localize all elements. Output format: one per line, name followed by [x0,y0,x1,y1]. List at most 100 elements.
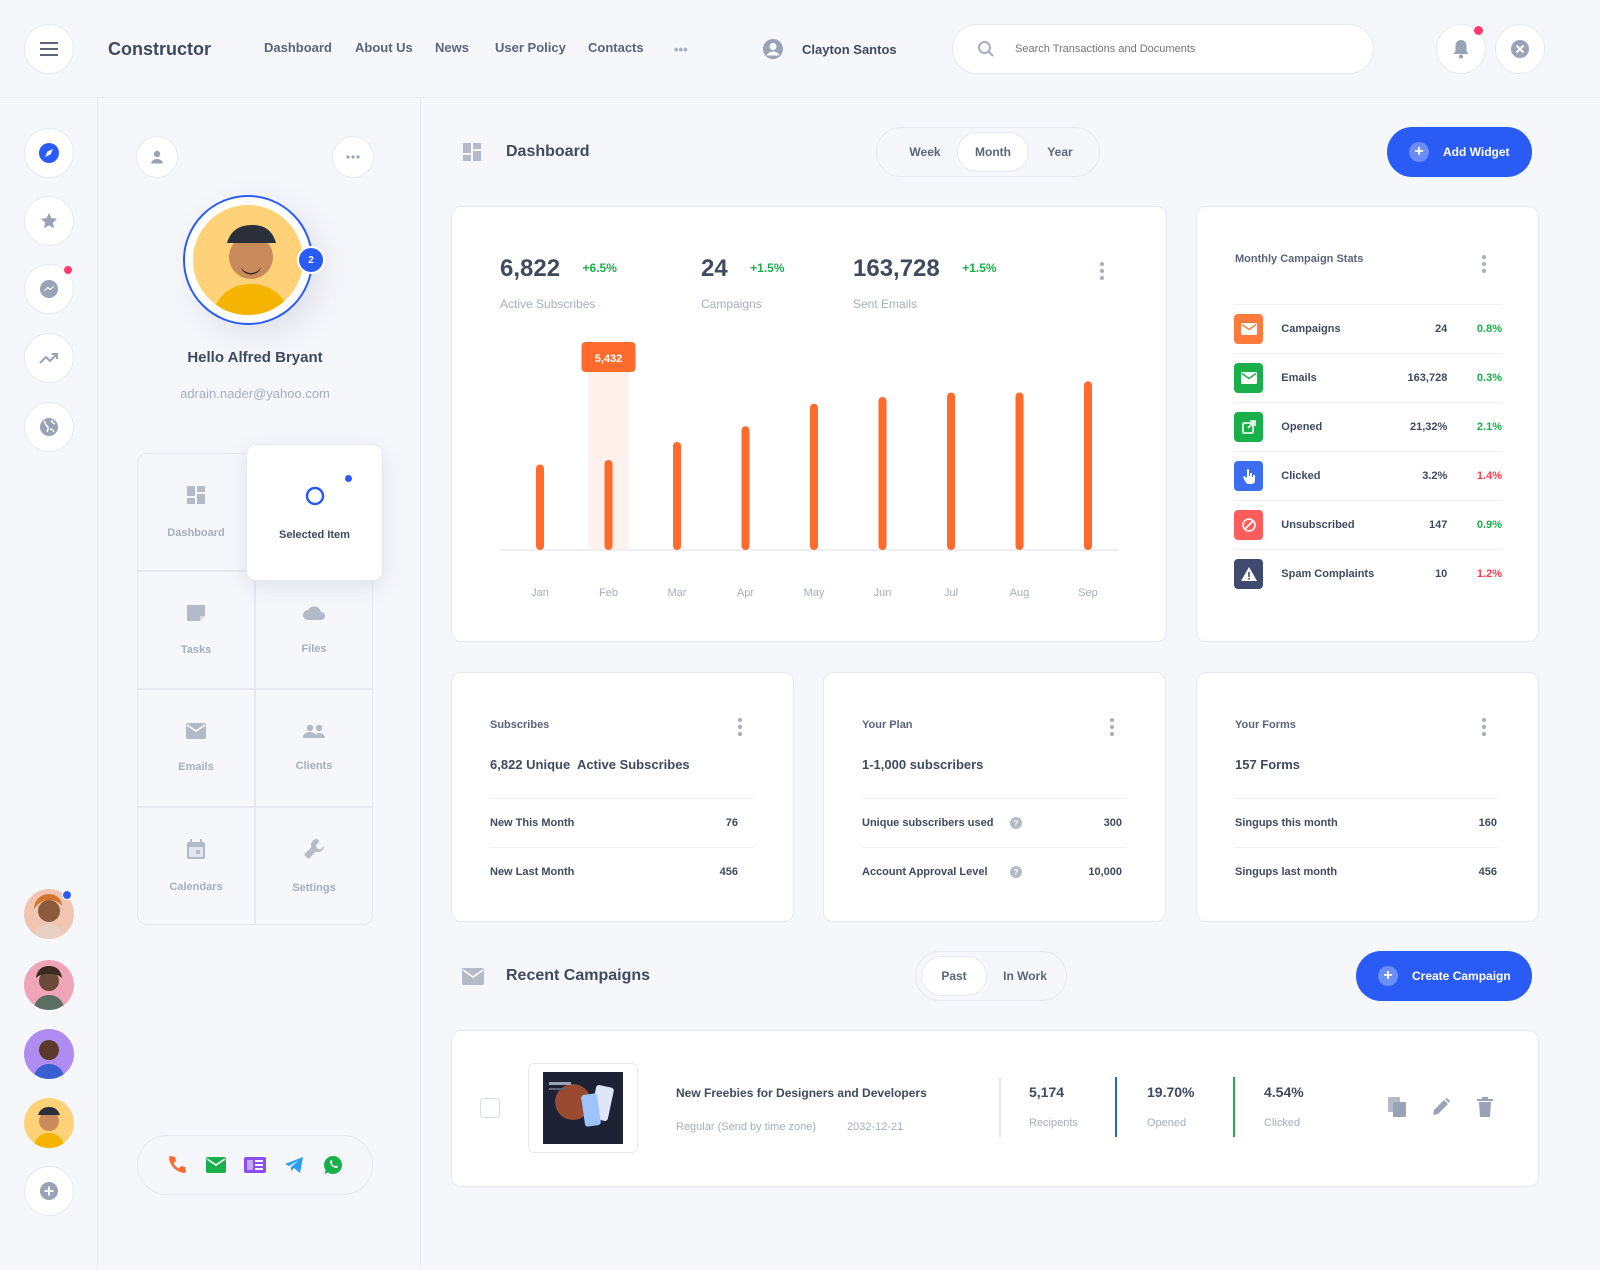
tab-in-work[interactable]: In Work [1003,969,1047,983]
create-campaign-button[interactable]: + Create Campaign [1356,951,1532,1001]
warning-icon [1234,559,1264,589]
notifications-button[interactable] [1436,24,1486,74]
stat-name: Clicked [1281,470,1321,482]
bar-apr[interactable] [741,426,750,550]
help-icon[interactable]: ? [1010,817,1022,829]
edit-pencil-icon[interactable] [1431,1097,1451,1117]
period-year[interactable]: Year [1047,145,1073,159]
nav-contacts[interactable]: Contacts [588,40,644,55]
globe-button[interactable] [24,402,74,452]
bar-aug[interactable] [1015,392,1024,551]
tile-label: Files [301,643,327,655]
campaign-checkbox[interactable] [480,1098,500,1118]
book-icon[interactable] [243,1157,266,1173]
user-name: Clayton Santos [802,41,897,57]
stat-value: 3.2% [1422,470,1448,482]
forms-row-this-month: Singups this month 160 [1235,798,1499,847]
open-external-icon [1234,412,1264,442]
whatsapp-icon[interactable] [323,1155,343,1175]
phone-icon[interactable] [167,1155,187,1175]
svg-text:?: ? [1014,819,1019,828]
nav-about-us[interactable]: About Us [355,40,413,55]
cloud-icon [303,606,325,620]
row-label: Singups this month [1235,817,1338,829]
copy-icon[interactable] [1387,1096,1407,1118]
tile-calendars[interactable]: Calendars [137,807,255,925]
period-week[interactable]: Week [909,145,941,159]
user-menu[interactable]: Clayton Santos [762,38,897,60]
mail-icon [1234,314,1264,344]
bell-icon [1453,40,1469,59]
explore-button[interactable] [24,128,74,178]
search-box[interactable] [952,24,1374,74]
contact-avatar-4[interactable] [24,1098,74,1148]
trends-button[interactable] [24,333,74,383]
forms-more-button[interactable] [1482,718,1486,736]
tile-settings[interactable]: Settings [255,807,373,925]
tile-dashboard[interactable]: Dashboard [137,453,255,571]
tile-label: Dashboard [167,527,225,539]
help-icon[interactable]: ? [1010,866,1022,878]
tab-past[interactable]: Past [921,956,987,996]
x-tick-label: Jun [874,587,892,599]
favorites-button[interactable] [24,196,74,246]
messenger-button[interactable] [24,264,74,314]
tile-files[interactable]: Files [255,571,373,689]
nav-user-policy[interactable]: User Policy [495,40,566,55]
subscribes-title: Subscribes [490,719,550,731]
globe-icon [40,418,58,436]
plus-icon: + [1409,142,1429,162]
campaign-name[interactable]: New Freebies for Designers and Developer… [676,1086,927,1100]
stat-change: 0.3% [1476,372,1502,384]
forms-headline: 157 Forms [1235,757,1301,772]
tile-emails[interactable]: Emails [137,689,255,807]
profile-user-button[interactable] [136,136,178,178]
grid-icon [187,486,205,504]
subscribes-row-new-this-month: New This Month 76 [490,798,754,847]
trash-icon[interactable] [1477,1097,1493,1117]
subscribes-more-button[interactable] [738,718,742,736]
add-widget-button[interactable]: + Add Widget [1387,127,1532,177]
nav-dashboard[interactable]: Dashboard [264,40,332,55]
bar-jul[interactable] [947,392,955,551]
contact-avatar-1[interactable] [24,889,74,939]
search-input[interactable] [1015,43,1335,55]
menu-button[interactable] [24,24,74,74]
telegram-icon[interactable] [284,1156,304,1174]
tile-label: Selected Item [279,528,350,541]
contact-avatar-2[interactable] [24,960,74,1010]
tile-clients[interactable]: Clients [255,689,373,807]
profile-avatar[interactable] [193,205,303,315]
forms-row-last-month: Singups last month 456 [1235,847,1499,896]
bar-sep[interactable] [1084,381,1092,550]
add-contact-button[interactable] [24,1166,74,1216]
forms-title: Your Forms [1235,719,1296,731]
mail-icon[interactable] [205,1157,226,1173]
profile-more-button[interactable] [332,136,374,178]
period-month[interactable]: Month [957,132,1029,172]
metric-value: 5,174 [1029,1084,1065,1100]
metric-change: +6.5% [582,261,617,275]
bar-jun[interactable] [878,397,887,550]
nav-more-button[interactable]: ••• [674,42,688,57]
campaign-thumbnail[interactable] [528,1063,638,1153]
bar-feb[interactable] [604,460,613,550]
brand-title: Constructor [108,39,211,59]
close-button[interactable] [1495,24,1545,74]
nav-news[interactable]: News [435,40,469,55]
hamburger-icon [40,42,58,56]
bar-jan[interactable] [536,464,544,551]
stat-change: 1.2% [1476,568,1502,580]
contact-avatar-3[interactable] [24,1029,74,1079]
tile-label: Settings [292,882,336,894]
tile-tasks[interactable]: Tasks [137,571,255,689]
chart-more-button[interactable] [1100,262,1104,280]
person-portrait-icon [33,1107,65,1148]
tile-selected-item[interactable]: Selected Item [246,444,383,581]
metric-label: Sent Emails [853,297,918,311]
bar-mar[interactable] [673,442,681,550]
bar-may[interactable] [810,403,818,550]
campaign-stats-more-button[interactable] [1482,255,1486,273]
campaign-stat-row: Unsubscribed 147 0.9% [1234,500,1502,549]
plan-more-button[interactable] [1110,718,1114,736]
